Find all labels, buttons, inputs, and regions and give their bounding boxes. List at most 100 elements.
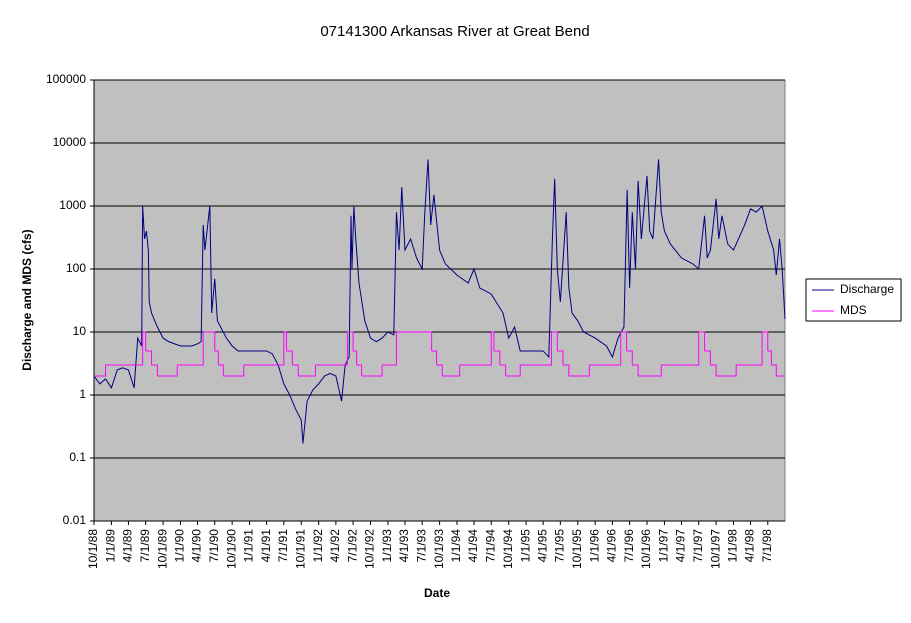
mds-step — [499, 364, 507, 377]
mds-step — [767, 350, 772, 365]
mds-step — [361, 364, 383, 377]
y-axis-title: Discharge and MDS (cfs) — [20, 229, 34, 370]
mds-step — [142, 331, 147, 351]
x-tick-label: 7/1/90 — [207, 529, 221, 563]
mds-step — [493, 350, 501, 365]
x-tick-label: 10/1/90 — [224, 529, 238, 569]
mds-step — [710, 364, 717, 377]
mds-step — [551, 331, 558, 351]
legend-label: MDS — [840, 303, 867, 317]
mds-step — [505, 364, 521, 377]
legend-label: Discharge — [840, 282, 894, 296]
y-tick-label: 0.1 — [69, 450, 86, 464]
x-tick-label: 10/1/97 — [708, 529, 722, 569]
x-tick-label: 4/1/95 — [535, 529, 549, 563]
x-tick-label: 1/1/90 — [173, 529, 187, 563]
mds-step — [442, 364, 461, 377]
mds-step — [315, 332, 348, 366]
x-tick-label: 7/1/98 — [760, 529, 774, 563]
x-tick-label: 10/1/91 — [293, 529, 307, 569]
mds-step — [218, 364, 224, 377]
x-tick-label: 7/1/92 — [345, 529, 359, 563]
x-tick-label: 10/1/89 — [155, 529, 169, 569]
x-tick-label: 4/1/89 — [121, 529, 135, 563]
x-tick-label: 4/1/93 — [397, 529, 411, 563]
mds-step — [356, 364, 363, 377]
mds-step — [491, 331, 495, 351]
x-tick-label: 10/1/95 — [570, 529, 584, 569]
mds-step — [298, 364, 316, 377]
mds-step — [736, 332, 763, 366]
mds-step — [286, 350, 293, 365]
mds-step — [626, 350, 633, 365]
x-tick-label: 10/1/93 — [432, 529, 446, 569]
x-tick-label: 10/1/92 — [363, 529, 377, 569]
mds-step — [704, 350, 711, 365]
x-tick-label: 4/1/97 — [674, 529, 688, 563]
x-tick-label: 4/1/90 — [190, 529, 204, 563]
x-tick-label: 7/1/89 — [138, 529, 152, 563]
mds-step — [589, 332, 622, 366]
x-tick-label: 7/1/95 — [553, 529, 567, 563]
x-axis-title: Date — [424, 586, 450, 600]
mds-step — [568, 364, 590, 377]
x-tick-label: 1/1/98 — [726, 529, 740, 563]
mds-step — [557, 350, 564, 365]
mds-step — [243, 332, 285, 366]
plot-area — [93, 79, 786, 522]
mds-step — [431, 350, 438, 365]
y-tick-label: 100 — [66, 261, 86, 275]
x-tick-label: 7/1/97 — [691, 529, 705, 563]
mds-step — [223, 364, 245, 377]
mds-step — [520, 332, 552, 366]
x-tick-label: 1/1/92 — [311, 529, 325, 563]
mds-step — [145, 350, 153, 365]
chart-title: 07141300 Arkansas River at Great Bend — [320, 23, 589, 40]
mds-step — [292, 364, 299, 377]
x-tick-label: 1/1/89 — [104, 529, 118, 563]
mds-step — [382, 332, 397, 366]
x-tick-label: 1/1/95 — [518, 529, 532, 563]
mds-step — [620, 331, 628, 351]
x-tick-label: 1/1/94 — [449, 529, 463, 563]
legend — [805, 278, 902, 322]
mds-step — [638, 364, 662, 377]
mds-step — [353, 350, 358, 365]
mds-step — [632, 364, 639, 377]
mds-step — [762, 331, 769, 351]
mds-step — [105, 332, 144, 366]
x-tick-label: 4/1/94 — [466, 529, 480, 563]
x-tick-label: 7/1/96 — [622, 529, 636, 563]
mds-step — [214, 350, 219, 365]
x-tick-label: 7/1/93 — [414, 529, 428, 563]
x-tick-label: 1/1/97 — [657, 529, 671, 563]
mds-step — [177, 332, 204, 366]
mds-step — [157, 364, 178, 377]
x-tick-label: 10/1/88 — [86, 529, 100, 569]
x-tick-label: 1/1/91 — [242, 529, 256, 563]
mds-step — [203, 331, 216, 351]
mds-step — [151, 364, 158, 377]
data-line — [93, 159, 786, 444]
mds-step — [661, 332, 700, 366]
x-tick-label: 10/1/94 — [501, 529, 515, 569]
x-tick-label: 1/1/93 — [380, 529, 394, 563]
x-tick-label: 4/1/92 — [328, 529, 342, 563]
y-tick-label: 100000 — [46, 72, 86, 86]
mds-step — [459, 332, 492, 366]
mds-step — [396, 331, 433, 351]
y-tick-label: 1000 — [59, 198, 86, 212]
x-tick-label: 10/1/96 — [639, 529, 653, 569]
y-tick-label: 1 — [79, 387, 86, 401]
y-tick-label: 10 — [73, 324, 87, 338]
x-tick-label: 7/1/91 — [276, 529, 290, 563]
x-tick-label: 1/1/96 — [587, 529, 601, 563]
x-tick-label: 4/1/96 — [605, 529, 619, 563]
x-tick-label: 7/1/94 — [483, 529, 497, 563]
y-tick-label: 0.01 — [63, 513, 87, 527]
x-tick-label: 4/1/98 — [743, 529, 757, 563]
mds-step — [94, 364, 107, 377]
mds-step — [436, 364, 443, 377]
